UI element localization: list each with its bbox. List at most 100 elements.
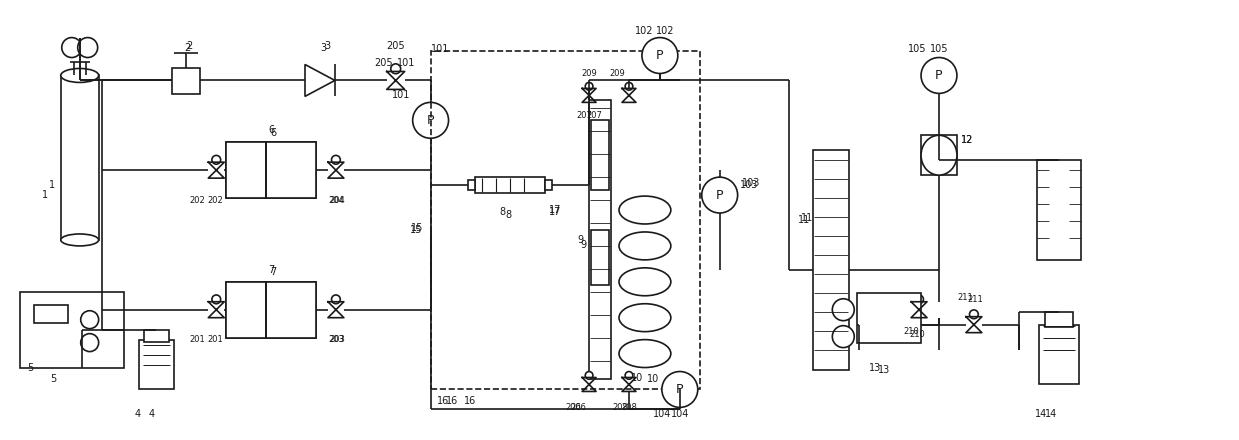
Bar bbox=[61, 75, 99, 240]
Bar bbox=[227, 282, 316, 337]
Text: 201: 201 bbox=[190, 335, 206, 344]
Text: 104: 104 bbox=[670, 409, 689, 419]
Text: 204: 204 bbox=[328, 195, 343, 205]
Text: 211: 211 bbox=[957, 293, 973, 302]
Text: 16: 16 bbox=[465, 396, 477, 407]
Text: 206: 206 bbox=[570, 403, 586, 412]
Ellipse shape bbox=[620, 232, 670, 260]
Text: 202: 202 bbox=[190, 195, 206, 205]
Text: 12: 12 bbox=[960, 135, 973, 145]
Text: 204: 204 bbox=[330, 195, 344, 205]
Circle shape bbox=[332, 295, 341, 304]
Text: 208: 208 bbox=[621, 403, 637, 412]
Circle shape bbox=[969, 310, 979, 319]
Text: 3: 3 bbox=[320, 43, 326, 52]
Bar bbox=[589, 100, 611, 379]
Bar bbox=[266, 282, 316, 337]
Text: 10: 10 bbox=[631, 373, 643, 382]
Text: 6: 6 bbox=[270, 128, 276, 138]
Text: 13: 13 bbox=[878, 364, 891, 374]
Bar bbox=[33, 305, 68, 323]
Circle shape bbox=[585, 82, 593, 90]
Bar bbox=[227, 142, 266, 198]
Circle shape bbox=[332, 155, 341, 164]
Ellipse shape bbox=[620, 196, 670, 224]
Circle shape bbox=[626, 82, 633, 90]
Ellipse shape bbox=[620, 268, 670, 296]
Text: 210: 210 bbox=[909, 330, 926, 339]
Text: 207: 207 bbox=[586, 111, 602, 120]
Bar bbox=[227, 282, 266, 337]
Text: 206: 206 bbox=[565, 403, 581, 412]
Text: 210: 210 bbox=[903, 327, 919, 336]
Text: 17: 17 bbox=[549, 207, 561, 217]
Text: 15: 15 bbox=[410, 223, 422, 233]
Text: 15: 15 bbox=[409, 225, 421, 235]
Bar bbox=[468, 180, 476, 190]
Ellipse shape bbox=[61, 69, 99, 82]
Text: 1: 1 bbox=[48, 180, 55, 190]
Text: 101: 101 bbox=[396, 59, 415, 69]
Text: 7: 7 bbox=[268, 265, 274, 275]
Text: 205: 205 bbox=[374, 59, 393, 69]
Text: 203: 203 bbox=[330, 335, 344, 344]
Text: 10: 10 bbox=[647, 374, 659, 385]
Text: 2: 2 bbox=[186, 40, 192, 51]
Bar bbox=[227, 142, 316, 198]
Text: P: P bbox=[935, 69, 943, 82]
Text: 102: 102 bbox=[634, 26, 653, 36]
Bar bbox=[921, 135, 957, 175]
Bar bbox=[857, 293, 921, 343]
Text: 3: 3 bbox=[323, 40, 330, 51]
Text: 104: 104 bbox=[653, 409, 672, 419]
Circle shape bbox=[81, 334, 99, 352]
Text: 17: 17 bbox=[549, 205, 561, 215]
Text: 11: 11 bbox=[798, 215, 810, 225]
Circle shape bbox=[390, 64, 400, 74]
Text: 101: 101 bbox=[392, 90, 410, 100]
Circle shape bbox=[585, 371, 593, 379]
Ellipse shape bbox=[620, 340, 670, 367]
Circle shape bbox=[921, 58, 957, 93]
Text: 201: 201 bbox=[207, 335, 223, 344]
Circle shape bbox=[833, 299, 854, 321]
Text: 208: 208 bbox=[612, 403, 628, 412]
Text: 16: 16 bbox=[437, 396, 450, 407]
Text: 202: 202 bbox=[207, 195, 223, 205]
Ellipse shape bbox=[921, 135, 957, 175]
Text: 103: 103 bbox=[742, 178, 761, 188]
Circle shape bbox=[914, 295, 923, 304]
Text: 9: 9 bbox=[580, 240, 586, 250]
Text: 12: 12 bbox=[960, 135, 973, 145]
Circle shape bbox=[78, 37, 98, 58]
Circle shape bbox=[662, 371, 698, 407]
Text: 205: 205 bbox=[387, 40, 405, 51]
Text: 16: 16 bbox=[446, 396, 458, 407]
Bar bbox=[1037, 160, 1080, 260]
Bar bbox=[431, 51, 700, 389]
Text: 2: 2 bbox=[185, 43, 191, 52]
Bar bbox=[813, 150, 849, 370]
Circle shape bbox=[212, 295, 221, 304]
Circle shape bbox=[626, 371, 633, 379]
Text: P: P bbox=[716, 189, 724, 202]
Text: 14: 14 bbox=[1035, 409, 1047, 419]
Text: 8: 8 bbox=[499, 207, 506, 217]
Circle shape bbox=[642, 37, 678, 73]
Text: 4: 4 bbox=[149, 409, 155, 419]
Text: 1: 1 bbox=[42, 190, 48, 200]
Bar bbox=[1044, 312, 1073, 326]
Text: P: P bbox=[427, 114, 435, 127]
Bar bbox=[20, 292, 124, 367]
Circle shape bbox=[212, 155, 221, 164]
Text: 102: 102 bbox=[655, 26, 674, 36]
Circle shape bbox=[701, 177, 737, 213]
Bar bbox=[266, 142, 316, 198]
Text: 209: 209 bbox=[581, 69, 597, 78]
Bar bbox=[172, 69, 201, 95]
Text: 5: 5 bbox=[27, 363, 33, 373]
Bar bbox=[1038, 325, 1078, 385]
Text: P: P bbox=[657, 49, 664, 62]
Ellipse shape bbox=[61, 234, 99, 246]
Text: 103: 103 bbox=[741, 180, 758, 190]
